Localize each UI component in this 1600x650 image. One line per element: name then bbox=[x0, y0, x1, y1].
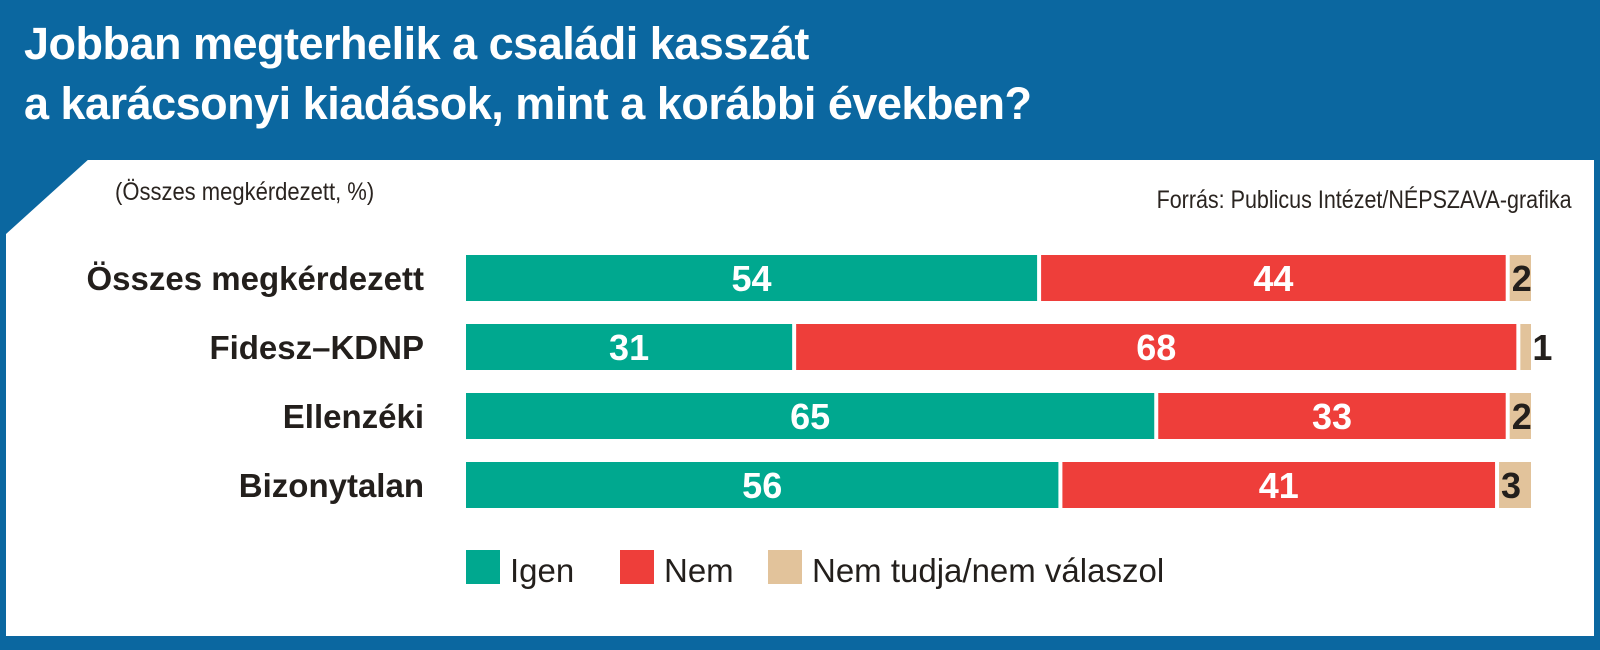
title-line-1: Jobban megterhelik a családi kasszát bbox=[24, 18, 809, 69]
data-label: 31 bbox=[609, 327, 649, 368]
bar-no bbox=[1041, 255, 1506, 301]
legend-swatch bbox=[620, 550, 654, 584]
bar-dontknow bbox=[1509, 393, 1531, 439]
category-label: Bizonytalan bbox=[239, 467, 424, 504]
category-label: Ellenzéki bbox=[283, 398, 424, 435]
bar-no bbox=[1062, 462, 1496, 508]
bar-no bbox=[796, 324, 1517, 370]
data-label: 3 bbox=[1501, 465, 1521, 506]
legend-label: Nem bbox=[664, 552, 734, 589]
legend-label: Nem tudja/nem válaszol bbox=[812, 552, 1164, 589]
legend-swatch bbox=[768, 550, 802, 584]
data-label: 44 bbox=[1253, 258, 1293, 299]
data-label: 41 bbox=[1259, 465, 1299, 506]
bar-yes bbox=[466, 324, 793, 370]
subtitle: (Összes megkérdezett, %) bbox=[115, 178, 375, 206]
data-label: 1 bbox=[1532, 327, 1552, 368]
bar-dontknow bbox=[1520, 324, 1531, 370]
category-label: Összes megkérdezett bbox=[87, 260, 425, 297]
bar-yes bbox=[466, 255, 1038, 301]
legend-swatch bbox=[466, 550, 500, 584]
source-note: Forrás: Publicus Intézet/NÉPSZAVA-grafik… bbox=[1156, 186, 1572, 214]
chart-title: Jobban megterhelik a családi kasszát a k… bbox=[24, 14, 1032, 134]
legend-label: Igen bbox=[510, 552, 574, 589]
bar-no bbox=[1158, 393, 1506, 439]
category-label: Fidesz–KDNP bbox=[209, 329, 424, 366]
bar-dontknow bbox=[1509, 255, 1531, 301]
bar-yes bbox=[466, 462, 1059, 508]
bar-yes bbox=[466, 393, 1155, 439]
callout-notch bbox=[6, 158, 90, 234]
data-label: 2 bbox=[1512, 258, 1532, 299]
title-line-2: a karácsonyi kiadások, mint a korábbi év… bbox=[24, 78, 1032, 129]
data-label: 2 bbox=[1512, 396, 1532, 437]
data-label: 33 bbox=[1312, 396, 1352, 437]
data-label: 68 bbox=[1136, 327, 1176, 368]
bar-dontknow bbox=[1499, 462, 1531, 508]
data-label: 54 bbox=[732, 258, 772, 299]
data-label: 56 bbox=[742, 465, 782, 506]
data-label: 65 bbox=[790, 396, 830, 437]
